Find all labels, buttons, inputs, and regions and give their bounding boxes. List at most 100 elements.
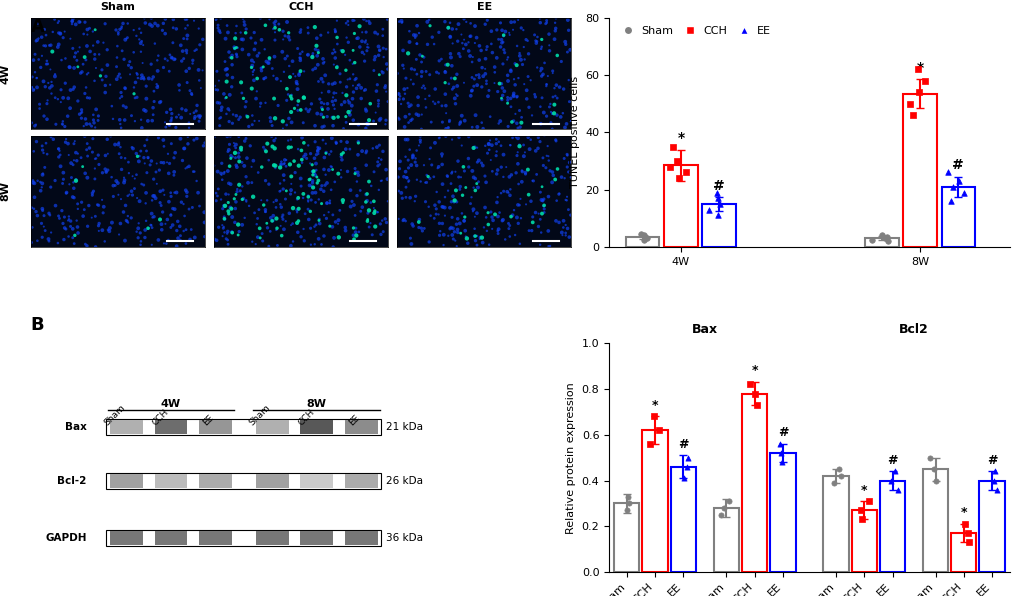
Point xyxy=(328,16,344,26)
Point xyxy=(490,35,506,44)
Point xyxy=(475,72,491,81)
Point xyxy=(52,29,68,39)
Point xyxy=(237,28,254,38)
Point xyxy=(354,48,370,57)
Point xyxy=(319,198,335,207)
Bar xyxy=(110,420,143,434)
Point xyxy=(442,223,459,232)
Text: EE: EE xyxy=(201,413,215,427)
Point xyxy=(324,210,340,220)
Point xyxy=(116,173,132,182)
Point xyxy=(310,46,326,55)
Point xyxy=(305,49,321,58)
Point xyxy=(211,98,227,108)
Point xyxy=(323,134,339,143)
Point xyxy=(318,148,334,158)
Point xyxy=(541,46,557,55)
Point xyxy=(945,182,961,191)
Text: Sham: Sham xyxy=(100,2,136,12)
Point xyxy=(462,18,478,28)
Point xyxy=(471,73,487,82)
Point xyxy=(346,16,363,26)
Point xyxy=(330,215,346,225)
Point xyxy=(303,181,319,191)
Point xyxy=(138,216,154,226)
Point xyxy=(465,204,481,214)
Point xyxy=(472,233,488,243)
Point xyxy=(313,199,329,209)
Point xyxy=(24,72,41,82)
Point xyxy=(228,162,245,172)
Point xyxy=(413,224,429,233)
Point xyxy=(288,205,305,215)
Point xyxy=(84,122,100,131)
Point xyxy=(150,51,166,60)
Point xyxy=(40,59,56,69)
Point xyxy=(292,232,309,241)
Point xyxy=(164,221,180,230)
Point xyxy=(559,15,576,25)
Point xyxy=(280,32,297,42)
Point xyxy=(66,52,83,61)
Point xyxy=(140,224,156,233)
Point xyxy=(43,228,59,237)
Bar xyxy=(106,530,381,545)
Point xyxy=(144,209,160,218)
Point xyxy=(476,171,492,181)
Point xyxy=(403,116,419,125)
Point xyxy=(480,139,496,148)
Point xyxy=(34,32,50,42)
Point xyxy=(407,197,423,206)
Point xyxy=(534,196,550,206)
Point xyxy=(346,75,363,85)
Point xyxy=(50,211,66,221)
Point xyxy=(107,181,123,190)
Point xyxy=(244,55,260,65)
Point xyxy=(436,193,452,202)
Point xyxy=(423,117,439,127)
Point xyxy=(328,63,344,72)
Point xyxy=(62,222,78,231)
Point xyxy=(451,219,468,228)
Point xyxy=(105,114,121,124)
Point xyxy=(222,154,238,163)
Point xyxy=(293,158,310,167)
Point xyxy=(232,77,249,87)
Point xyxy=(189,101,205,110)
Point xyxy=(192,201,208,211)
Point xyxy=(305,170,321,179)
Point xyxy=(65,178,82,187)
Point xyxy=(247,38,263,48)
Point xyxy=(221,117,237,126)
Point xyxy=(257,73,273,82)
Point xyxy=(510,73,526,83)
Text: CCH: CCH xyxy=(297,407,317,427)
Point xyxy=(334,195,351,205)
Point xyxy=(467,231,483,241)
Point xyxy=(33,178,49,187)
Point xyxy=(28,120,44,129)
Point xyxy=(135,58,151,68)
Point xyxy=(214,175,230,185)
Point xyxy=(257,207,273,216)
Point xyxy=(140,131,156,141)
Point xyxy=(400,37,417,46)
Point xyxy=(535,201,551,210)
Point xyxy=(219,226,235,236)
Point xyxy=(166,170,182,180)
Point xyxy=(321,196,337,206)
Point xyxy=(40,78,56,88)
Bar xyxy=(903,94,935,247)
Bar xyxy=(154,420,187,434)
Point xyxy=(247,208,263,218)
Point xyxy=(437,67,453,77)
Point xyxy=(125,83,142,92)
Point xyxy=(466,224,482,234)
Point xyxy=(131,228,148,238)
Point xyxy=(25,85,42,95)
Point xyxy=(348,34,365,44)
Point xyxy=(552,112,569,122)
Point xyxy=(302,207,318,216)
Point xyxy=(443,230,460,240)
Point xyxy=(109,53,125,63)
